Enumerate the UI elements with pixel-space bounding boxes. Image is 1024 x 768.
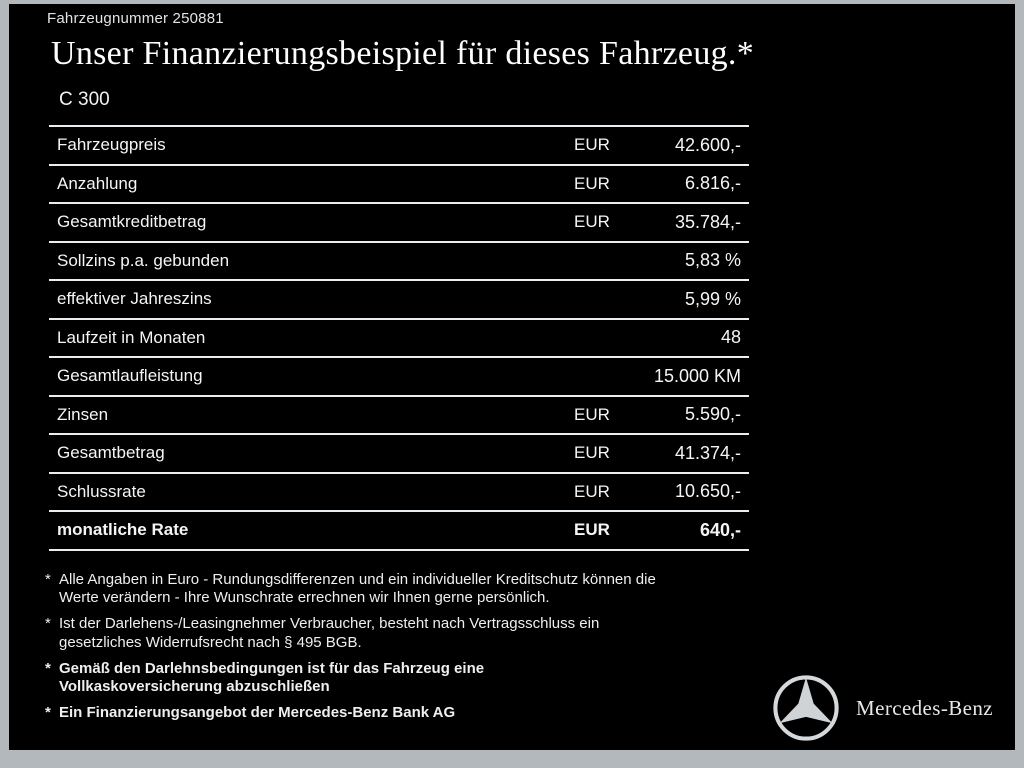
footnote-text: Gemäß den Darlehnsbedingungen ist für da…: [59, 659, 485, 696]
row-label: effektiver Jahreszins: [57, 289, 212, 309]
row-value: 640,-: [699, 519, 741, 540]
row-value: 5,99 %: [684, 288, 741, 309]
row-currency: EUR: [574, 135, 610, 155]
footnote-text: Ein Finanzierungsangebot der Mercedes-Be…: [59, 704, 456, 721]
row-label: Gesamtkreditbetrag: [57, 212, 207, 232]
row-label: Gesamtlaufleistung: [57, 366, 203, 386]
row-value: 15.000 KM: [653, 365, 741, 386]
footnotes: * Alle Angaben in Euro - Rundungsdifferen…: [45, 571, 757, 723]
table-row: Sollzins p.a. gebunden 5,83 %: [49, 240, 749, 280]
row-label: Anzahlung: [57, 173, 138, 193]
footnote: * Gemäß den Darlehnsbedingungen ist für d…: [45, 660, 757, 698]
row-label: Schlussrate: [57, 481, 146, 501]
footnote-marker: *: [45, 704, 51, 721]
footnote: * Ein Finanzierungsangebot der Mercedes-B…: [45, 704, 757, 723]
footnote-text: Ist der Darlehens-/Leasingnehmer Verbrau…: [59, 615, 600, 651]
table-row: effektiver Jahreszins 5,99 %: [49, 279, 749, 318]
row-value: 6.816,-: [684, 173, 741, 194]
footnote: * Ist der Darlehens-/Leasingnehmer Verbra…: [45, 615, 757, 653]
finance-table: Fahrzeugpreis EUR 42.600,- Anzahlung EUR 6.81…: [49, 125, 749, 551]
table-row: Zinsen EUR 5.590,-: [49, 394, 749, 434]
row-currency: EUR: [574, 443, 610, 463]
footnote-text: Alle Angaben in Euro - Rundungsdifferenz…: [59, 570, 656, 607]
row-currency: EUR: [574, 404, 610, 424]
table-row: Gesamtbetrag EUR 41.374,-: [49, 433, 749, 472]
vehicle-number: Fahrzeugnummer 250881: [47, 10, 224, 27]
row-label: Sollzins p.a. gebunden: [57, 250, 230, 270]
page-title: Unser Finanzierungsbeispiel für dieses F…: [51, 35, 755, 72]
row-currency: EUR: [574, 481, 610, 501]
brand-area: Mercedes-Benz: [772, 674, 993, 742]
footnote: * Alle Angaben in Euro - Rundungsdifferen…: [45, 571, 757, 609]
row-label: Fahrzeugpreis: [57, 135, 166, 155]
row-value: 35.784,-: [674, 211, 741, 232]
row-value: 48: [720, 327, 741, 348]
row-value: 42.600,-: [674, 134, 741, 155]
row-value: 5.590,-: [684, 404, 741, 425]
row-label: Zinsen: [57, 404, 109, 424]
row-currency: EUR: [574, 212, 610, 232]
mercedes-star-icon: [773, 675, 839, 741]
table-row: Gesamtlaufleistung 15.000 KM: [49, 356, 749, 395]
table-row: Fahrzeugpreis EUR 42.600,-: [49, 125, 749, 164]
finance-page: Fahrzeugnummer 250881 Unser Finanzierung…: [9, 4, 1015, 750]
table-row: Laufzeit in Monaten 48: [49, 317, 749, 357]
table-row: Schlussrate EUR 10.650,-: [49, 471, 749, 511]
row-label: Gesamtbetrag: [57, 443, 165, 463]
row-currency: EUR: [574, 173, 610, 193]
row-currency: EUR: [574, 520, 610, 540]
row-label: Laufzeit in Monaten: [57, 327, 206, 347]
footnote-marker: *: [45, 659, 51, 677]
row-value: 41.374,-: [674, 442, 741, 463]
row-label: monatliche Rate: [57, 520, 189, 540]
model-name: C 300: [59, 89, 110, 110]
table-row: Anzahlung EUR 6.816,-: [49, 163, 749, 203]
row-value: 10.650,-: [674, 481, 741, 502]
brand-name: Mercedes-Benz: [856, 695, 993, 720]
row-value: 5,83 %: [684, 250, 741, 271]
table-row: Gesamtkreditbetrag EUR 35.784,-: [49, 202, 749, 241]
footnote-marker: *: [45, 570, 51, 588]
table-row: monatliche Rate EUR 640,-: [49, 510, 749, 549]
footnote-marker: *: [45, 615, 51, 632]
